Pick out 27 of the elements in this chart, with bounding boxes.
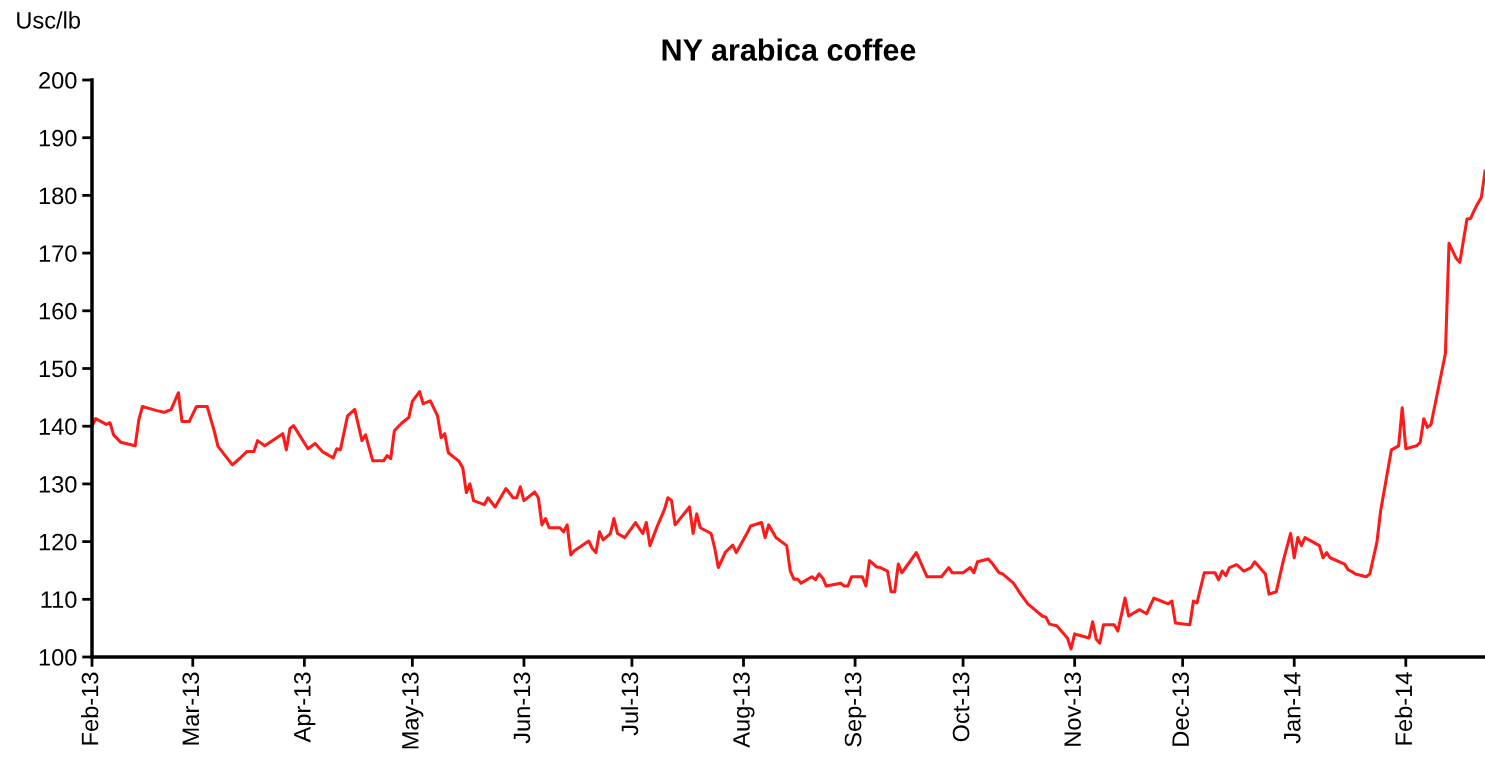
x-tick-label: Feb-13 [81,672,99,745]
y-tick-label: 150 [39,360,77,378]
y-tick-label: 120 [39,533,77,551]
x-tick-label: May-13 [401,672,424,749]
y-tick-label: 200 [39,72,77,89]
x-tick-label: Sep-13 [844,672,867,747]
y-tick-label: 190 [39,129,77,147]
line-series [92,169,1485,651]
x-tick-label: Jan-14 [1284,672,1301,744]
x-tick-label: Apr-13 [293,672,316,743]
x-tick-label: Mar-13 [182,672,200,745]
x-tick-label: Jun-13 [513,672,531,744]
x-tick-label: Dec-13 [1172,672,1189,746]
y-tick-label: 160 [39,302,77,320]
x-tick-label: Oct-13 [952,672,970,742]
y-tick-label: 100 [39,649,77,666]
chart-title: NY arabica coffee [662,38,916,61]
x-tick-label: Feb-14 [1394,672,1413,745]
y-tick-label: 140 [39,418,77,435]
x-tick-label: Aug-13 [733,672,755,748]
x-tick-label: Nov-13 [1064,672,1081,746]
y-tick-label: 170 [39,245,77,262]
y-tick-label: 130 [39,475,77,493]
y-axis-title: Usc/lb [17,11,80,29]
y-tick-label: 180 [39,187,77,205]
x-tick-label: Jul-13 [620,672,639,736]
y-tick-label: 110 [41,591,77,609]
